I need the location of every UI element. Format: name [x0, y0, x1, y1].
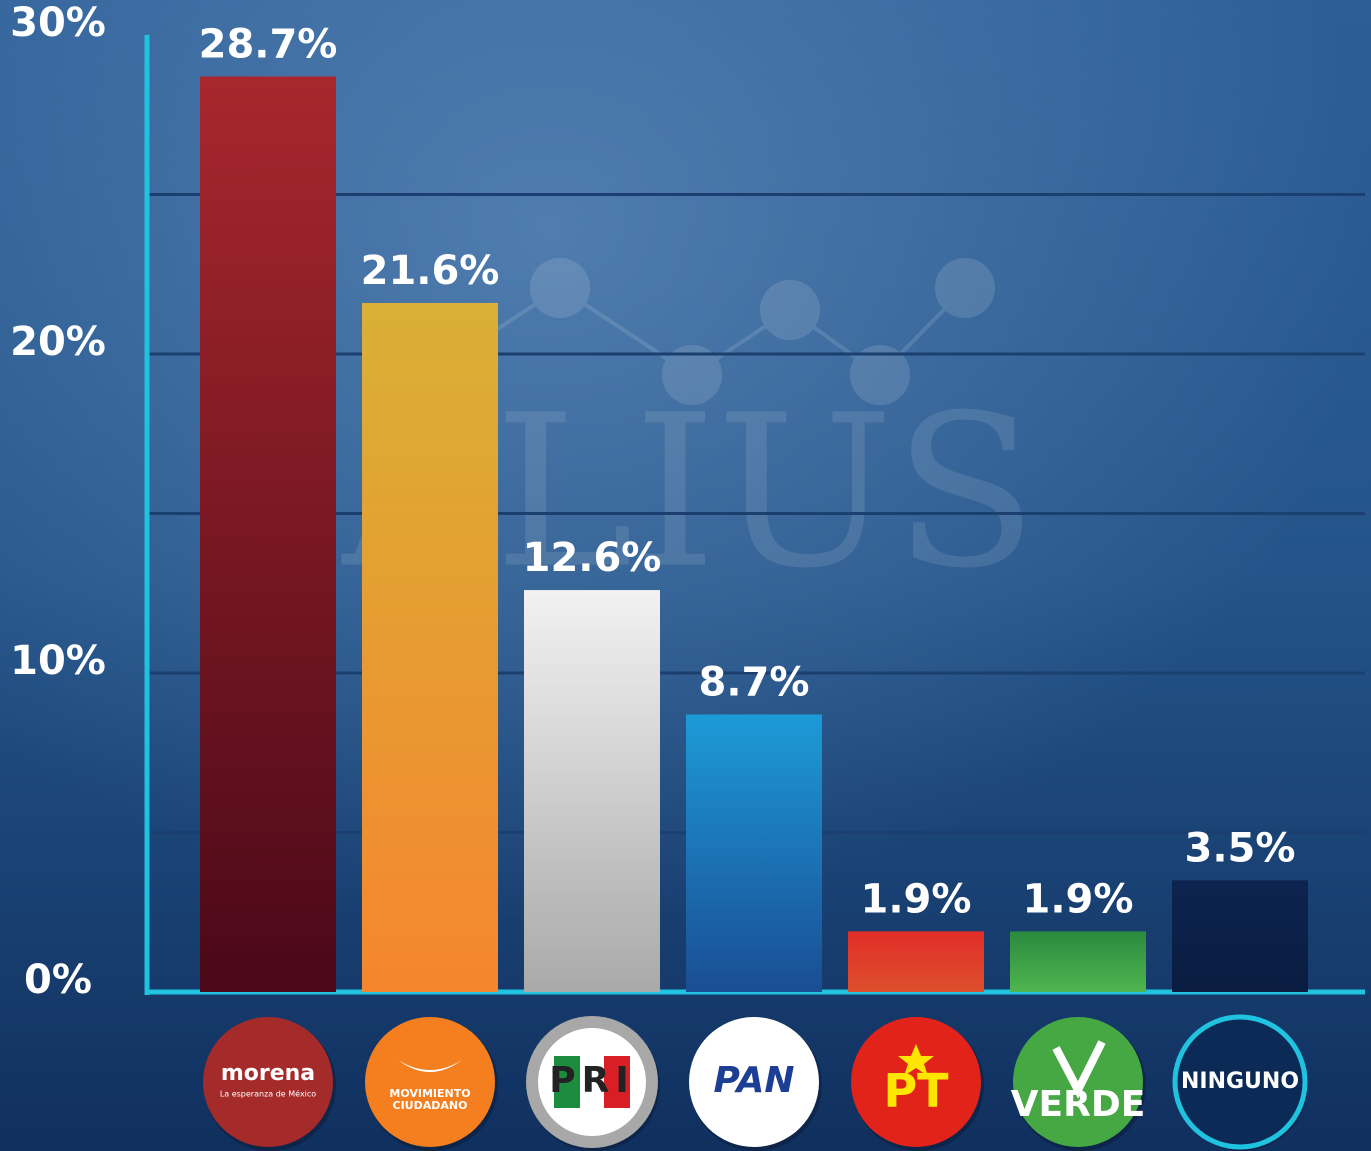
chart: ALIUS 0%10%20%30%28.7%morenaLa esperanza…: [0, 0, 1371, 1151]
x-tick-label: PT: [883, 1064, 949, 1118]
y-tick-label: 30%: [10, 0, 106, 46]
bar: [686, 714, 822, 992]
value-label: 1.9%: [1023, 876, 1134, 922]
bar: [524, 590, 660, 992]
y-tick-label: 0%: [24, 957, 92, 1003]
x-tick-label: PRI: [549, 1060, 635, 1101]
value-label: 3.5%: [1185, 825, 1296, 871]
y-tick-label: 20%: [10, 319, 106, 365]
bar: [362, 303, 498, 992]
bar: [1172, 880, 1308, 992]
x-tick-label: VERDE: [1011, 1084, 1146, 1125]
x-tick-label: NINGUNO: [1181, 1069, 1299, 1094]
value-label: 8.7%: [699, 659, 810, 705]
logo-subtext: La esperanza de México: [220, 1089, 316, 1099]
x-tick-label: morena: [221, 1061, 315, 1086]
y-tick-label: 10%: [10, 638, 106, 684]
bar: [848, 931, 984, 992]
x-tick-label: PAN: [713, 1060, 794, 1101]
logo: [365, 1017, 495, 1147]
bar: [1010, 931, 1146, 992]
value-label: 1.9%: [861, 876, 972, 922]
value-label: 12.6%: [523, 535, 662, 581]
value-label: 28.7%: [199, 21, 338, 67]
x-tick-label: CIUDADANO: [393, 1099, 468, 1112]
bar: [200, 76, 336, 992]
value-label: 21.6%: [361, 248, 500, 294]
